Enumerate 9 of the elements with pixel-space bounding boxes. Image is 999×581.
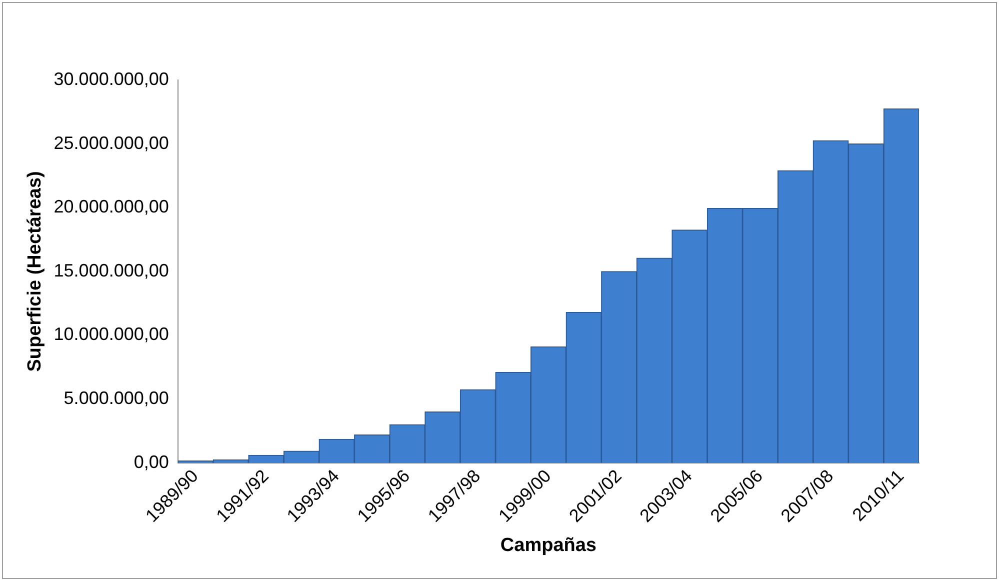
x-axis-title: Campañas — [500, 534, 597, 556]
y-tick-label: 25.000.000,00 — [54, 132, 169, 153]
y-tick-label: 10.000.000,00 — [54, 324, 169, 344]
y-axis-title: Superficie (Hectáreas) — [24, 171, 46, 372]
y-tick-label: 20.000.000,00 — [54, 196, 169, 217]
y-tick-label: 5.000.000,00 — [64, 388, 169, 408]
y-tick-label: 0,00 — [134, 452, 169, 472]
y-tick-label: 30.000.000,00 — [54, 68, 169, 89]
y-tick-label: 15.000.000,00 — [54, 260, 169, 280]
